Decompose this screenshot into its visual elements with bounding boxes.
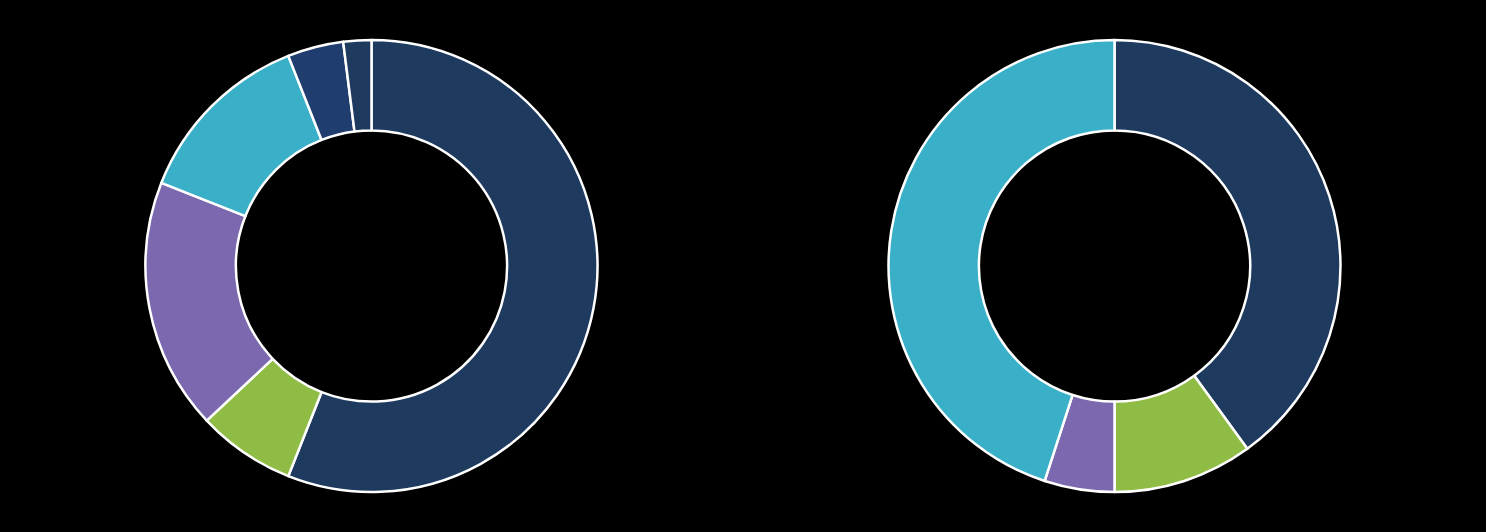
- donut-slice: [288, 40, 597, 492]
- donut-slice: [888, 40, 1114, 481]
- chart-svg: [0, 0, 1486, 532]
- donut-slice: [1115, 40, 1341, 449]
- donut-slice: [146, 183, 273, 421]
- donut-slice: [1115, 376, 1248, 492]
- donut: [888, 40, 1340, 492]
- donut: [146, 40, 598, 492]
- chart-root: [0, 0, 1486, 532]
- donut-slice: [343, 40, 371, 131]
